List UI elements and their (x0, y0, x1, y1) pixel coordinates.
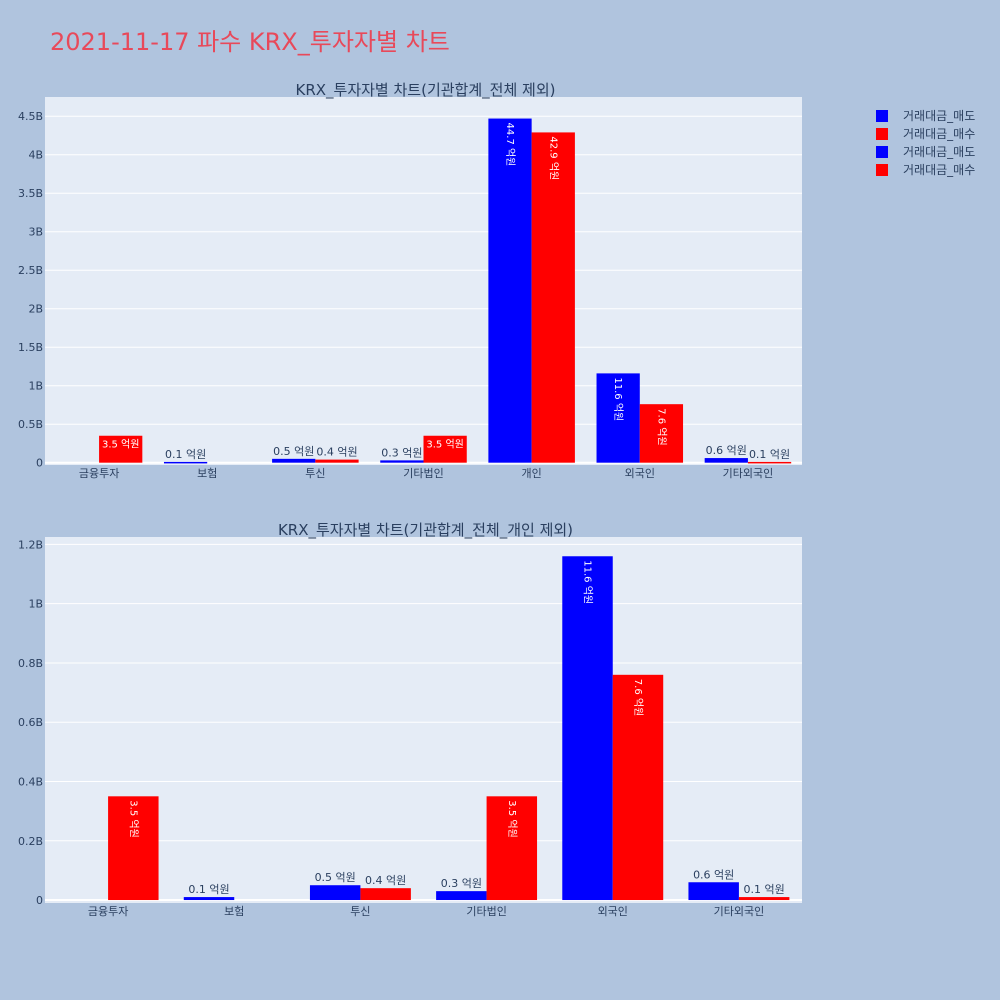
bar-sell[interactable] (596, 373, 640, 463)
y-tick-label: 4B (28, 149, 43, 162)
legend-swatch (876, 110, 888, 122)
y-tick-label: 2B (28, 303, 43, 316)
x-tick-label: 금융투자 (79, 467, 119, 480)
bar-data-label: 3.5 억원 (127, 800, 139, 837)
bar-data-label: 0.3 억원 (381, 446, 422, 459)
y-tick-label: 0.2B (18, 835, 43, 848)
bar-sell[interactable] (183, 897, 235, 901)
page-title: 2021-11-17 파수 KRX_투자자별 차트 (50, 28, 450, 56)
subplot-title: KRX_투자자별 차트(기관합계_전체 제외) (296, 81, 556, 100)
bar-buy[interactable] (360, 888, 411, 901)
bar-buy[interactable] (531, 132, 575, 463)
bar-data-label: 3.5 억원 (426, 439, 463, 451)
bar-data-label: 11.6 억원 (612, 377, 624, 421)
bar-sell[interactable] (704, 458, 748, 463)
y-tick-label: 0.4B (18, 775, 43, 788)
bar-buy[interactable] (315, 459, 359, 463)
legend-item[interactable]: 거래대금_매도 (876, 109, 975, 123)
chart-bottom: 0 0.2B 0.4B 0.6B 0.8B 1B 1.2B KRX_투자자별 차트(기관합계_… (18, 521, 802, 918)
bar-buy[interactable] (486, 796, 538, 901)
legend-swatch (876, 164, 888, 176)
x-tick-label: 보험 (197, 467, 217, 480)
y-tick-label: 1B (28, 598, 43, 611)
y-tick-label: 2.5B (18, 264, 43, 277)
legend-swatch (876, 146, 888, 158)
chart-top: 0 0.5B 1B 1.5B 2B 2.5B 3B 3.5B 4B 4.5B KRX_투자자별 차트… (18, 81, 802, 480)
x-tick-label: 외국인 (625, 467, 655, 480)
bar-data-label: 42.9 억원 (547, 136, 559, 180)
y-tick-label: 4.5B (18, 110, 43, 123)
legend-label: 거래대금_매도 (903, 109, 975, 123)
x-tick-label: 기타법인 (403, 467, 443, 480)
y-tick-label: 1B (28, 380, 43, 393)
y-tick-label: 1.2B (18, 538, 43, 551)
bar-data-label: 0.5 억원 (315, 871, 356, 884)
bar-data-label: 0.1 억원 (165, 448, 206, 461)
subplot-title: KRX_투자자별 차트(기관합계_전체_개인 제외) (278, 521, 573, 540)
bar-sell[interactable] (436, 891, 487, 901)
bar-data-label: 3.5 억원 (102, 439, 139, 451)
x-tick-label: 기타외국인 (714, 905, 765, 918)
bar-sell[interactable] (562, 556, 613, 901)
legend-label: 거래대금_매도 (903, 145, 975, 159)
bar-buy[interactable] (747, 461, 792, 464)
bar-data-label: 0.1 억원 (749, 448, 790, 461)
bar-sell[interactable] (688, 882, 739, 901)
x-tick-label: 보험 (224, 905, 244, 918)
bar-data-label: 0.3 억원 (441, 877, 482, 890)
bar-data-label: 0.4 억원 (365, 874, 406, 887)
x-tick-label: 기타법인 (466, 905, 506, 918)
bar-sell[interactable] (309, 885, 361, 901)
bar-data-label: 7.6 억원 (655, 408, 667, 445)
x-tick-label: 투신 (350, 905, 370, 918)
y-tick-label: 0 (36, 894, 43, 907)
bar-data-label: 3.5 억원 (506, 800, 518, 837)
bar-buy[interactable] (612, 674, 664, 901)
bar-sell[interactable] (272, 458, 316, 463)
y-tick-label: 1.5B (18, 341, 43, 354)
legend-item[interactable]: 거래대금_매수 (876, 127, 975, 141)
bar-data-label: 0.6 억원 (706, 444, 747, 457)
bar-sell[interactable] (380, 460, 424, 463)
y-tick-label: 0.5B (18, 418, 43, 431)
bar-buy[interactable] (99, 435, 143, 463)
y-tick-label: 0.8B (18, 657, 43, 670)
x-tick-label: 기타외국인 (723, 467, 774, 480)
bar-data-label: 11.6 억원 (582, 560, 594, 604)
plot-area (45, 97, 802, 465)
x-tick-label: 투신 (305, 467, 325, 480)
x-tick-label: 외국인 (598, 905, 628, 918)
bar-data-label: 0.1 억원 (744, 883, 785, 896)
plot-area (45, 537, 802, 903)
x-tick-label: 금융투자 (88, 905, 128, 918)
y-tick-label: 3B (28, 226, 43, 239)
bar-data-label: 0.6 억원 (693, 868, 734, 881)
y-tick-label: 0.6B (18, 716, 43, 729)
bar-buy[interactable] (423, 435, 467, 463)
bar-data-label: 44.7 억원 (504, 123, 516, 167)
bar-data-label: 0.4 억원 (316, 446, 357, 459)
legend-item[interactable]: 거래대금_매수 (876, 163, 975, 177)
bar-data-label: 7.6 억원 (632, 679, 644, 716)
bar-data-label: 0.1 억원 (188, 883, 229, 896)
bar-buy[interactable] (738, 897, 790, 901)
y-tick-label: 3.5B (18, 187, 43, 200)
bar-sell[interactable] (163, 461, 208, 464)
legend-label: 거래대금_매수 (903, 163, 975, 177)
x-tick-label: 개인 (522, 467, 542, 480)
bar-buy[interactable] (639, 404, 684, 463)
bar-buy[interactable] (108, 796, 159, 901)
legend-swatch (876, 128, 888, 140)
y-tick-label: 0 (36, 457, 43, 470)
bar-sell[interactable] (488, 118, 532, 463)
bar-data-label: 0.5 억원 (273, 445, 314, 458)
legend-label: 거래대금_매수 (903, 127, 975, 141)
legend-item[interactable]: 거래대금_매도 (876, 145, 975, 159)
